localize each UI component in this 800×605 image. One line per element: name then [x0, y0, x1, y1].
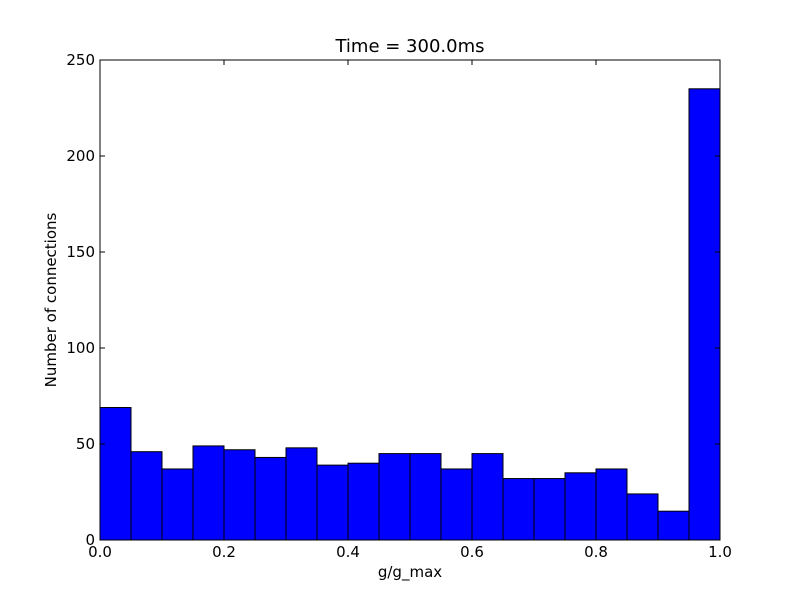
- histogram-bar: [99, 407, 132, 541]
- histogram-bar: [285, 447, 318, 541]
- y-tick-label: 50: [76, 435, 95, 453]
- histogram-bar: [471, 453, 504, 541]
- histogram-bar: [657, 510, 690, 541]
- histogram-bars: [99, 88, 721, 541]
- x-tick-label: 1.0: [708, 543, 732, 561]
- x-tick-label: 0.4: [336, 543, 360, 561]
- y-tick-label: 100: [66, 339, 95, 357]
- histogram-bar: [223, 449, 256, 541]
- histogram-bar: [409, 453, 442, 541]
- histogram-bar: [192, 445, 225, 541]
- x-axis-ticks: 0.0 0.2 0.4 0.6 0.8 1.0: [88, 60, 732, 561]
- x-tick-label: 0.2: [212, 543, 236, 561]
- y-tick-label: 250: [66, 51, 95, 69]
- histogram-bar: [316, 464, 349, 541]
- histogram-bar: [533, 478, 566, 541]
- histogram-bar: [595, 468, 628, 541]
- histogram-bar: [161, 468, 194, 541]
- histogram-bar: [254, 456, 287, 541]
- histogram-bar: [130, 451, 163, 541]
- x-tick-label: 0.6: [460, 543, 484, 561]
- plot-frame: [99, 59, 721, 541]
- y-tick-label: 150: [66, 243, 95, 261]
- histogram-bar: [347, 462, 380, 541]
- y-tick-label: 0: [85, 531, 95, 549]
- x-tick-label: 0.0: [88, 543, 112, 561]
- chart-title: Time = 300.0ms: [334, 36, 484, 57]
- histogram-bar: [440, 468, 473, 541]
- x-axis-label: g/g_max: [378, 563, 442, 582]
- y-axis-ticks: 0 50 100 150 200 250: [66, 51, 720, 549]
- histogram-bar: [564, 472, 597, 541]
- y-axis-label: Number of connections: [42, 212, 60, 387]
- plot-area: 0.0 0.2 0.4 0.6 0.8 1.0 0 50 100 150 200 250: [66, 51, 732, 561]
- histogram-bar: [502, 478, 535, 541]
- histogram-bar: [378, 453, 411, 541]
- x-tick-label: 0.8: [584, 543, 608, 561]
- histogram-bar: [626, 493, 659, 541]
- y-tick-label: 200: [66, 147, 95, 165]
